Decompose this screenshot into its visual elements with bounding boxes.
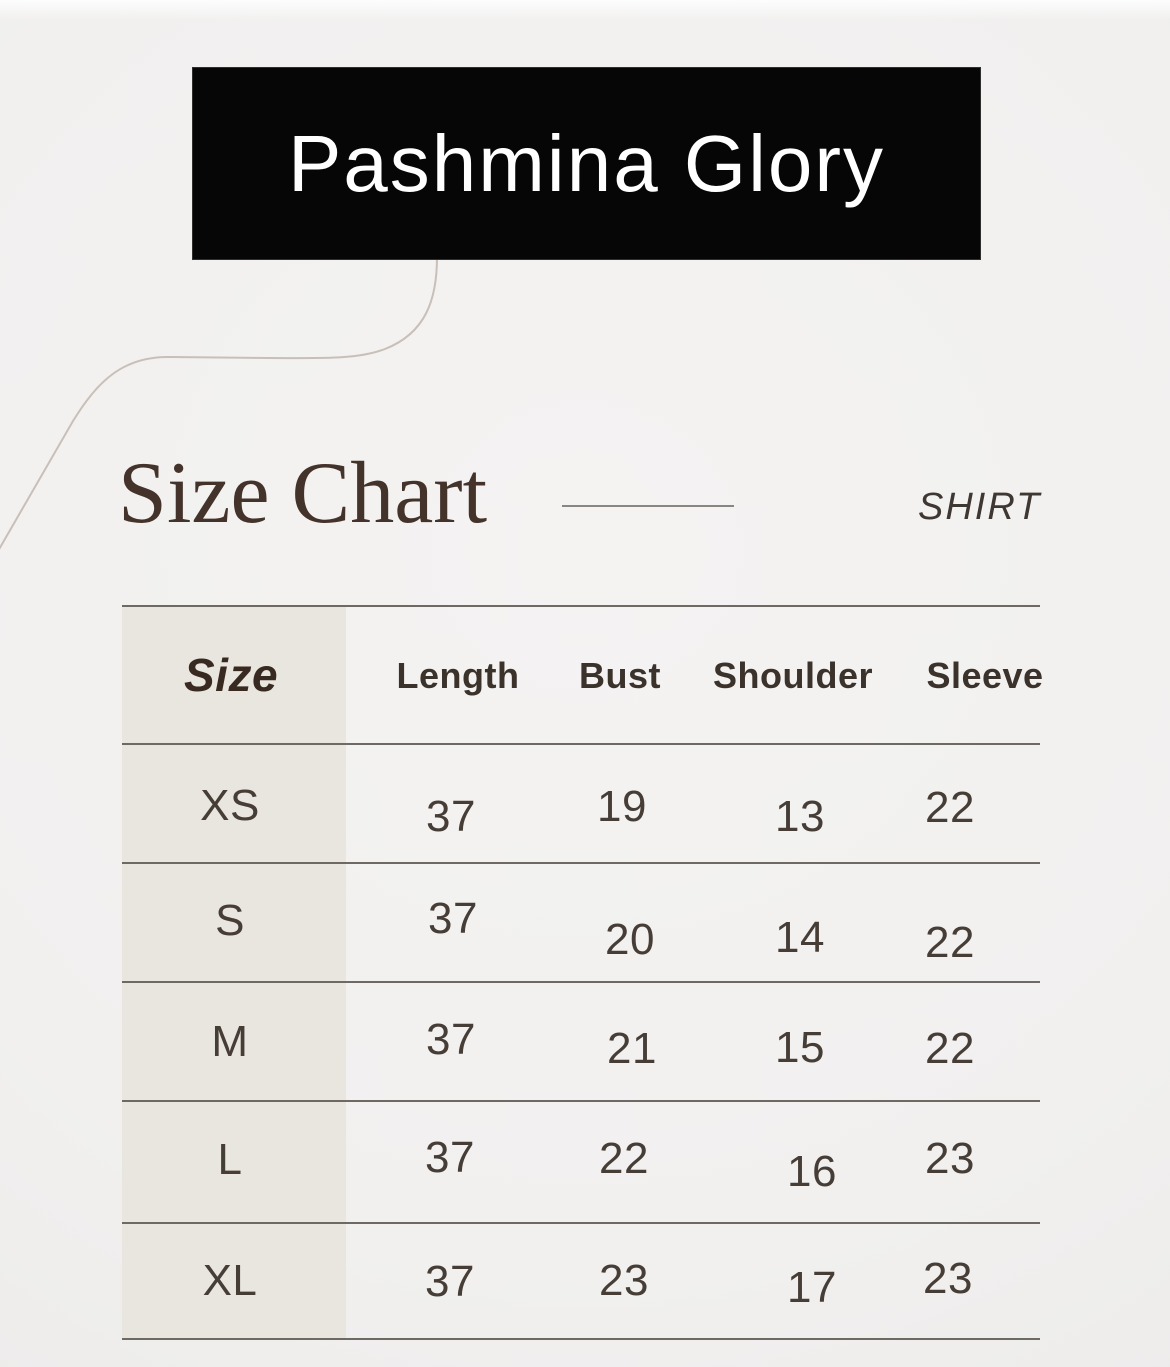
header-cell-shoulder: Shoulder (712, 655, 874, 696)
cell-bust: 21 (607, 1024, 657, 1073)
header-cell-size: Size (183, 649, 279, 701)
table-border-line (122, 1100, 1040, 1102)
cell-shoulder: 14 (775, 913, 825, 962)
cell-bust: 23 (599, 1256, 649, 1305)
cell-length: 37 (428, 894, 478, 943)
size-column-background (122, 607, 346, 1338)
cell-sleeve: 22 (925, 918, 975, 967)
brand-name: Pashmina Glory (287, 118, 886, 208)
table-border-line (122, 1338, 1040, 1340)
size-chart-table: Size Length Bust Shoulder Sleeve XS 37 1… (122, 605, 1044, 1340)
cell-shoulder: 16 (787, 1147, 837, 1196)
table-border-line (122, 981, 1040, 983)
cell-shoulder: 15 (775, 1023, 825, 1072)
table-border-line (122, 605, 1040, 607)
cell-sleeve: 22 (925, 783, 975, 832)
header-cell-sleeve: Sleeve (926, 655, 1044, 696)
header-cell-length: Length (396, 655, 520, 696)
cell-size: XL (202, 1256, 258, 1305)
cell-size: XS (200, 781, 260, 830)
cell-length: 37 (425, 1257, 475, 1306)
brand-banner: Pashmina Glory (192, 67, 981, 260)
cell-bust: 20 (605, 915, 655, 964)
cell-shoulder: 13 (775, 792, 825, 841)
table-row-m: M 37 21 15 22 (122, 981, 1040, 1100)
table-border-line (122, 743, 1040, 745)
table-border-line (122, 1222, 1040, 1224)
cell-sleeve: 23 (925, 1134, 975, 1183)
cell-bust: 22 (599, 1134, 649, 1183)
cell-sleeve: 23 (923, 1254, 973, 1303)
cell-size: S (215, 896, 245, 945)
cell-length: 37 (426, 1015, 476, 1064)
cell-size: L (217, 1135, 243, 1184)
cell-length: 37 (425, 1133, 475, 1182)
table-header-row: Size Length Bust Shoulder Sleeve (122, 605, 1044, 743)
cell-bust: 19 (597, 782, 647, 831)
table-row-xl: XL 37 23 17 23 (122, 1222, 1040, 1338)
cell-shoulder: 17 (787, 1263, 837, 1312)
cell-sleeve: 22 (925, 1024, 975, 1073)
table-row-l: L 37 22 16 23 (122, 1100, 1040, 1222)
title-divider-line (562, 505, 734, 507)
table-row-s: S 37 20 14 22 (122, 862, 1040, 981)
garment-type-label: SHIRT (918, 486, 1042, 528)
header-cell-bust: Bust (579, 655, 661, 696)
table-border-line (122, 862, 1040, 864)
page-title: Size Chart (118, 445, 488, 542)
table-row-xs: XS 37 19 13 22 (122, 743, 1040, 862)
cell-length: 37 (426, 792, 476, 841)
cell-size: M (211, 1017, 249, 1066)
